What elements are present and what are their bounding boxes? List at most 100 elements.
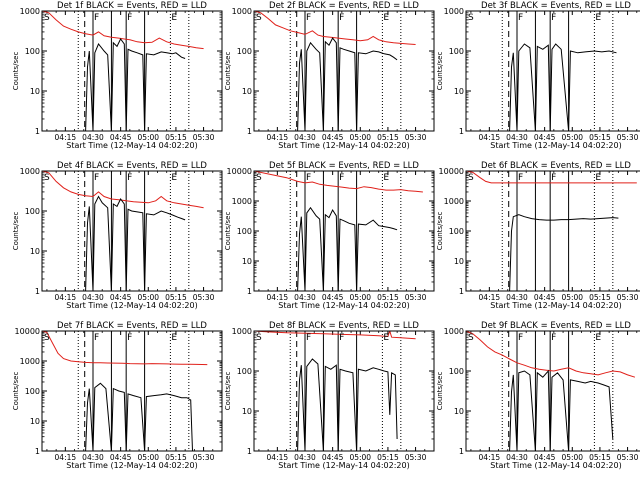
marker-label-f: F bbox=[551, 333, 556, 343]
x-axis-label: Start Time (12-May-14 04:02:20) bbox=[66, 461, 197, 470]
x-tick-label: 05:00 bbox=[137, 453, 159, 462]
marker-label-e: E bbox=[171, 13, 177, 23]
y-axis-label: Counts/sec bbox=[12, 212, 20, 251]
y-tick-label: 1 bbox=[247, 127, 252, 136]
x-tick-label: 04:15 bbox=[267, 453, 289, 462]
lld-series-line bbox=[466, 171, 637, 184]
marker-label-e: E bbox=[595, 13, 601, 23]
plot-frame bbox=[41, 330, 223, 452]
events-series-line bbox=[509, 214, 619, 291]
y-tick-label: 1000 bbox=[232, 7, 252, 16]
y-axis-label: Counts/sec bbox=[436, 52, 444, 91]
series-group bbox=[466, 331, 636, 451]
marker-label-e: E bbox=[171, 333, 177, 343]
plot-title: Det 5f BLACK = Events, RED = LLD bbox=[269, 161, 419, 171]
x-axis-label: Start Time (12-May-14 04:02:20) bbox=[66, 141, 197, 150]
x-tick-label: 04:45 bbox=[534, 453, 556, 462]
plot-title: Det 4f BLACK = Events, RED = LLD bbox=[57, 161, 207, 171]
marker-label-f: F bbox=[518, 173, 523, 183]
marker-label-s: S bbox=[256, 173, 262, 183]
events-series-line bbox=[297, 206, 398, 291]
plot-title: Det 8f BLACK = Events, RED = LLD bbox=[269, 321, 419, 331]
x-axis-label: Start Time (12-May-14 04:02:20) bbox=[278, 141, 409, 150]
y-tick-label: 1 bbox=[247, 287, 252, 296]
x-tick-label: 04:45 bbox=[322, 453, 344, 462]
marker-label-s: S bbox=[44, 13, 50, 23]
y-tick-label: 1 bbox=[35, 127, 40, 136]
x-tick-label: 04:45 bbox=[110, 293, 132, 302]
lld-series-line bbox=[42, 171, 204, 209]
x-tick-label: 05:15 bbox=[589, 133, 611, 142]
x-tick-label: 05:30 bbox=[617, 133, 639, 142]
y-tick-label: 1 bbox=[459, 447, 464, 456]
marker-label-f: F bbox=[306, 333, 311, 343]
x-tick-label: 05:00 bbox=[349, 133, 371, 142]
plot-title: Det 9f BLACK = Events, RED = LLD bbox=[481, 321, 631, 331]
y-tick-label: 1000 bbox=[232, 327, 252, 336]
x-tick-label: 04:30 bbox=[294, 453, 316, 462]
marker-label-f: F bbox=[94, 13, 99, 23]
marker-label-f: F bbox=[306, 13, 311, 23]
y-tick-label: 10000 bbox=[439, 167, 464, 176]
events-series-line bbox=[509, 369, 614, 451]
y-tick-label: 1 bbox=[247, 447, 252, 456]
marker-label-f: F bbox=[339, 333, 344, 343]
x-tick-label: 05:30 bbox=[405, 133, 427, 142]
marker-label-e: E bbox=[383, 173, 389, 183]
x-tick-label: 05:15 bbox=[165, 133, 187, 142]
x-tick-label: 04:15 bbox=[479, 133, 501, 142]
marker-label-e: E bbox=[595, 173, 601, 183]
y-tick-label: 1 bbox=[35, 287, 40, 296]
x-axis-label: Start Time (12-May-14 04:02:20) bbox=[490, 141, 621, 150]
marker-label-f: F bbox=[127, 333, 132, 343]
marker-label-e: E bbox=[383, 13, 389, 23]
events-series-line bbox=[297, 358, 398, 451]
x-tick-label: 04:45 bbox=[110, 133, 132, 142]
lld-series-line bbox=[42, 331, 208, 366]
x-tick-label: 05:00 bbox=[561, 453, 583, 462]
x-tick-label: 05:00 bbox=[137, 293, 159, 302]
x-tick-label: 04:30 bbox=[82, 133, 104, 142]
events-series-line bbox=[509, 43, 617, 131]
marker-label-s: S bbox=[468, 333, 474, 343]
x-tick-label: 05:00 bbox=[561, 293, 583, 302]
x-tick-label: 05:00 bbox=[137, 133, 159, 142]
detector-plot-2: Det 2f BLACK = Events, RED = LLD 1 10 100 10… bbox=[224, 1, 435, 150]
detector-plot-8: Det 8f BLACK = Events, RED = LLD 1 10 100 10… bbox=[224, 321, 435, 470]
plot-frame bbox=[465, 170, 640, 292]
x-tick-label: 04:30 bbox=[82, 293, 104, 302]
x-axis-label: Start Time (12-May-14 04:02:20) bbox=[66, 301, 197, 310]
x-axis-label: Start Time (12-May-14 04:02:20) bbox=[490, 461, 621, 470]
marker-label-f: F bbox=[339, 13, 344, 23]
x-tick-label: 04:45 bbox=[534, 133, 556, 142]
series-group bbox=[42, 331, 208, 451]
x-tick-label: 04:15 bbox=[267, 133, 289, 142]
marker-label-f: F bbox=[127, 13, 132, 23]
y-tick-label: 10 bbox=[242, 407, 252, 416]
y-tick-label: 10 bbox=[30, 417, 40, 426]
plot-title: Det 1f BLACK = Events, RED = LLD bbox=[57, 1, 207, 11]
lld-series-line bbox=[254, 331, 416, 340]
detector-plot-1: Det 1f BLACK = Events, RED = LLD 1 10 100 10… bbox=[12, 1, 223, 150]
marker-label-f: F bbox=[339, 173, 344, 183]
lld-series-line bbox=[42, 11, 204, 50]
y-tick-label: 100 bbox=[25, 207, 40, 216]
series-group bbox=[254, 171, 423, 291]
x-tick-label: 05:15 bbox=[589, 453, 611, 462]
y-tick-label: 1000 bbox=[444, 7, 464, 16]
marker-label-e: E bbox=[595, 333, 601, 343]
marker-label-f: F bbox=[551, 13, 556, 23]
y-tick-label: 1000 bbox=[444, 197, 464, 206]
series-group bbox=[466, 171, 637, 291]
y-tick-label: 100 bbox=[237, 227, 252, 236]
x-tick-label: 05:15 bbox=[589, 293, 611, 302]
x-tick-label: 05:00 bbox=[349, 453, 371, 462]
x-tick-label: 04:15 bbox=[55, 453, 77, 462]
y-tick-label: 10 bbox=[454, 87, 464, 96]
marker-label-s: S bbox=[256, 333, 262, 343]
plot-frame bbox=[41, 10, 223, 132]
events-series-line bbox=[85, 195, 186, 291]
marker-label-e: E bbox=[171, 173, 177, 183]
plot-frame bbox=[41, 170, 223, 292]
marker-label-s: S bbox=[44, 333, 50, 343]
